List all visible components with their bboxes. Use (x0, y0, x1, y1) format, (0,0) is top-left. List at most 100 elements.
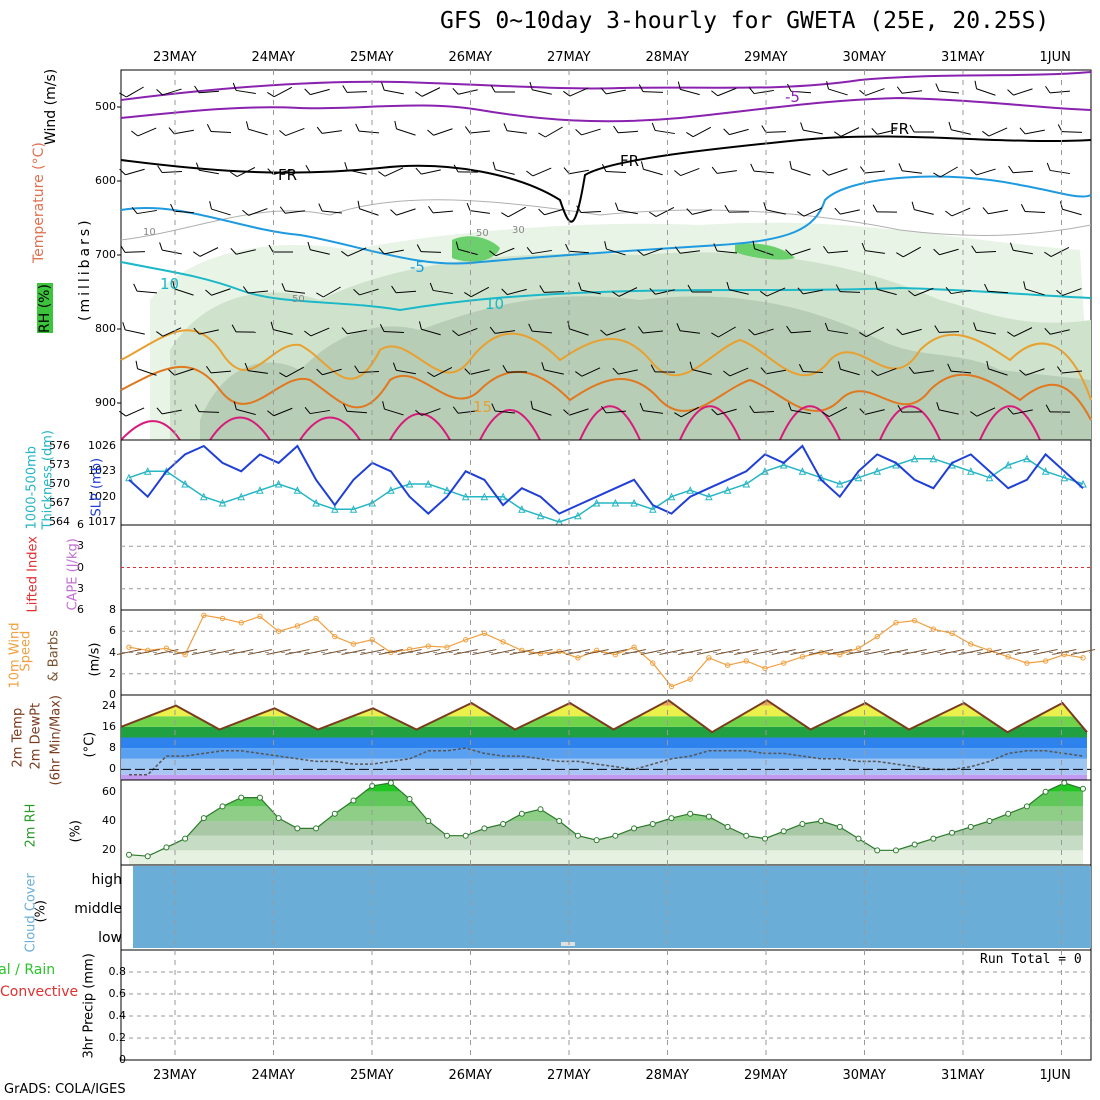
precip-panel (120, 949, 1092, 1061)
wind-barb (713, 243, 737, 254)
wind-barb-staff (766, 369, 786, 375)
wind-barb-staff (174, 288, 194, 296)
wind-barb-flag (316, 368, 323, 376)
wind-barb-flag (382, 401, 385, 410)
wind-barb (674, 246, 700, 254)
wind-barb (489, 326, 515, 334)
wind-barb-flag (677, 81, 681, 90)
wind-barb-staff (681, 406, 699, 418)
y-tick-label: 1017 (88, 515, 116, 528)
wind-barb (859, 326, 885, 338)
thickness-point (966, 467, 975, 475)
wind-barb (896, 86, 922, 94)
wind-barb-staff (543, 291, 565, 293)
wind-barb-flag (528, 323, 533, 332)
wind-barb (896, 328, 922, 336)
wind-barb (194, 404, 220, 413)
wind-barb-flag (896, 328, 903, 335)
wind-barb-staff (323, 286, 341, 298)
wind-barb-staff (717, 250, 737, 254)
wind-barb-flag (455, 241, 459, 250)
thickness-point (256, 486, 264, 494)
wind-barb (563, 87, 589, 97)
wind-barb (822, 168, 848, 176)
wind-barb-flag (785, 249, 792, 256)
wind-barb (245, 121, 268, 136)
wind-barb-flag (120, 245, 126, 253)
wind-barb-flag (797, 287, 804, 295)
wind-barb-flag (711, 408, 718, 416)
wind-barb-staff (161, 170, 183, 174)
wind-barb-staff (839, 291, 861, 293)
rh-point (780, 828, 787, 835)
thickness-point (835, 479, 844, 488)
wind-barb (415, 408, 441, 416)
wind-barb (686, 126, 712, 138)
wind-barb (233, 401, 256, 416)
wind-barb (824, 322, 848, 335)
wind-barb (427, 128, 453, 136)
surface-barb (827, 649, 852, 655)
wind-barb (159, 242, 182, 255)
y-tick-label: 6 (77, 603, 84, 616)
wind-barb-staff (236, 89, 256, 95)
wind-barb-flag (600, 329, 607, 336)
wind-barb (538, 208, 564, 216)
rh-band (129, 850, 1083, 865)
wind-barb-flag (575, 129, 582, 136)
wind-barb-flag (343, 403, 348, 412)
wind-barb-staff (322, 130, 342, 134)
wind-barb-staff (938, 331, 960, 333)
wind-barb-flag (909, 124, 915, 133)
wind-barb-flag (686, 131, 694, 138)
rh-point (518, 810, 525, 817)
wind-speed-point (481, 630, 488, 637)
temp-contour-m5 (120, 175, 1092, 265)
wind-barb (1007, 88, 1033, 96)
wind-barb (871, 127, 897, 135)
wind-barb-flag (304, 330, 312, 337)
wind-barb-flag (713, 243, 718, 252)
wind-barb-staff (273, 86, 293, 98)
wind-barb-staff (507, 288, 527, 296)
wind-barb-staff (396, 128, 416, 136)
wind-barb-staff (421, 169, 441, 175)
wind-barb (464, 286, 490, 298)
wind-barb (341, 327, 367, 335)
wind-barb-staff (729, 128, 749, 136)
surface-barb (1014, 649, 1039, 655)
wind-barb-flag (601, 164, 607, 172)
wind-barb (344, 162, 367, 175)
wind-barb-flag (973, 322, 977, 331)
wind-speed-point (332, 633, 338, 640)
cloud-level-low: low (98, 930, 122, 946)
wind-barb (909, 124, 934, 133)
wind-barb-staff (680, 167, 700, 177)
rh-point (949, 829, 956, 836)
wind-barb-flag (418, 321, 422, 330)
wind10m-panel (116, 609, 1096, 696)
surface-barb (621, 649, 647, 655)
wind-barb-staff (211, 288, 231, 296)
wind-barb (464, 126, 490, 134)
wind-barb (614, 202, 638, 215)
wind-barb-flag (711, 90, 719, 97)
wind-barb (763, 202, 786, 215)
wind-barb-flag (194, 85, 200, 93)
wind-barb (934, 325, 960, 333)
wind-barb-flag (748, 86, 755, 94)
li-label: Lifted Index (25, 536, 41, 613)
grid-lines (174, 70, 1062, 1060)
wind-barb-staff (729, 289, 749, 295)
wind-barb-staff (717, 170, 737, 174)
wind-barb-flag (341, 250, 349, 257)
wind-barb-staff (126, 86, 144, 98)
top-date-label: 31MAY (941, 50, 985, 65)
wind-barb-flag (415, 409, 422, 416)
wind-barb (787, 83, 812, 94)
wind-barb (355, 123, 380, 134)
wind-barb-staff (384, 89, 404, 95)
wind-barb (908, 287, 934, 297)
temp-contour-m15 (120, 71, 1092, 101)
rh-point (1042, 788, 1049, 795)
